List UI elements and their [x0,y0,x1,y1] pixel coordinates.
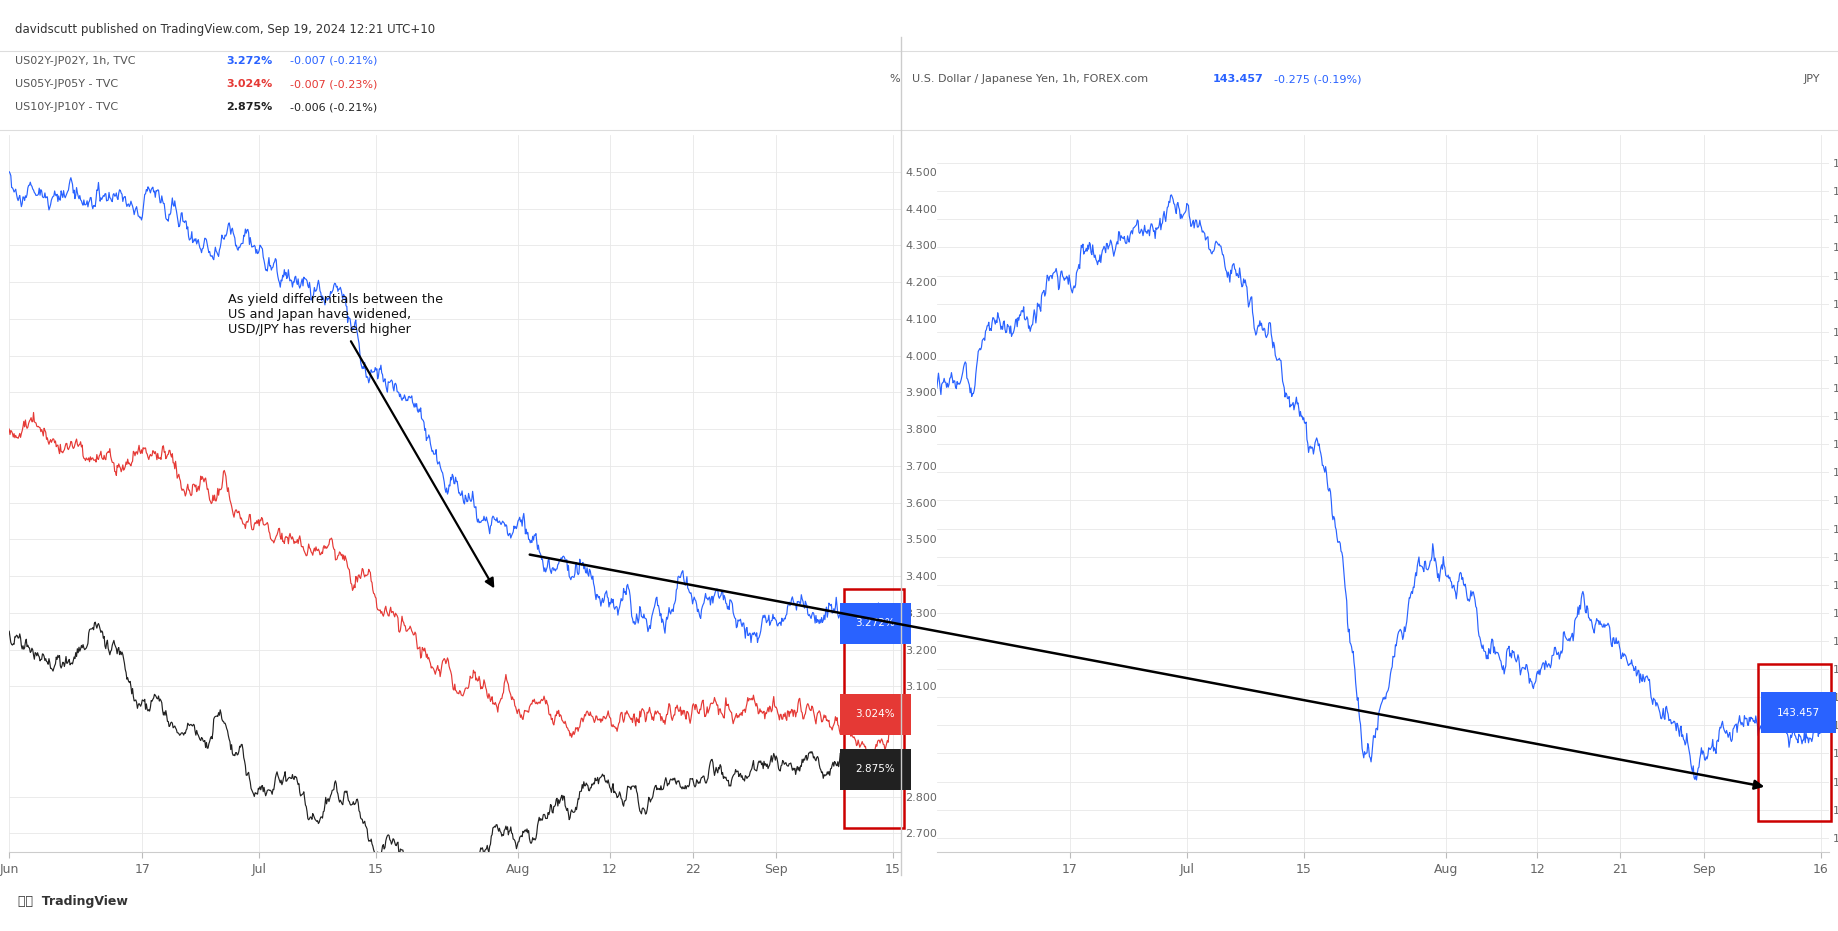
Text: US10Y-JP10Y - TVC: US10Y-JP10Y - TVC [15,102,118,113]
Bar [1759,664,1831,821]
Text: U.S. Dollar / Japanese Yen, 1h, FOREX.com: U.S. Dollar / Japanese Yen, 1h, FOREX.co… [912,74,1147,85]
Text: 143.457: 143.457 [1213,74,1265,85]
Bar [844,589,904,828]
Text: 3.024%: 3.024% [226,79,272,89]
Text: US02Y-JP02Y, 1h, TVC: US02Y-JP02Y, 1h, TVC [15,56,136,66]
Text: -0.006 (-0.21%): -0.006 (-0.21%) [290,102,377,113]
Text: -0.007 (-0.23%): -0.007 (-0.23%) [290,79,379,89]
Text: 2.875%: 2.875% [855,764,895,775]
Text: JPY: JPY [1803,74,1820,85]
Text: -0.007 (-0.21%): -0.007 (-0.21%) [290,56,379,66]
Text: davidscutt published on TradingView.com, Sep 19, 2024 12:21 UTC+10: davidscutt published on TradingView.com,… [15,23,436,36]
Text: 3.272%: 3.272% [226,56,272,66]
Text: %: % [890,74,901,85]
Text: 🆃🆅  TradingView: 🆃🆅 TradingView [18,895,129,908]
Text: US05Y-JP05Y - TVC: US05Y-JP05Y - TVC [15,79,118,89]
Text: -0.275 (-0.19%): -0.275 (-0.19%) [1274,74,1362,85]
Text: 3.272%: 3.272% [855,618,895,628]
Text: As yield differentials between the
US and Japan have widened,
USD/JPY has revers: As yield differentials between the US an… [228,293,493,587]
Text: 143.457: 143.457 [1777,708,1820,718]
Text: 2.875%: 2.875% [226,102,272,113]
Text: 3.024%: 3.024% [855,709,895,720]
